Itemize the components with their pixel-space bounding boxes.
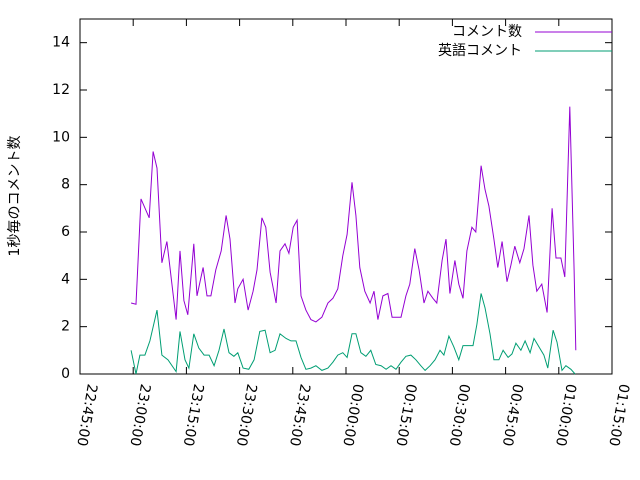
plot-border (79, 18, 613, 375)
y-tick-label: 0 (61, 366, 70, 382)
line-series (130, 106, 577, 351)
line-series (130, 293, 576, 375)
x-tick-label: 00:15:00 (392, 383, 419, 448)
x-tick-label: 23:30:00 (233, 383, 260, 448)
x-tick-label: 23:15:00 (180, 383, 207, 448)
y-tick-label: 4 (61, 271, 70, 287)
x-tick-label: 23:00:00 (126, 383, 153, 448)
x-tick-label: 00:45:00 (499, 383, 526, 448)
x-tick-label: 00:30:00 (446, 383, 473, 448)
x-tick-label: 00:00:00 (339, 383, 366, 448)
y-axis-label: 1秒毎のコメント数 (7, 136, 23, 257)
x-tick-label: 22:45:00 (73, 383, 100, 448)
legend-label: コメント数 (452, 24, 522, 40)
y-tick-label: 12 (52, 82, 70, 98)
legend-label: 英語コメント (438, 42, 522, 59)
y-tick-label: 14 (52, 35, 70, 51)
y-tick-label: 8 (61, 177, 70, 193)
x-tick-label: 01:15:00 (605, 383, 632, 448)
y-tick-label: 6 (61, 224, 70, 240)
x-tick-label: 23:45:00 (286, 383, 313, 448)
x-tick-label: 01:00:00 (552, 383, 579, 448)
y-tick-label: 2 (61, 319, 70, 335)
y-tick-label: 10 (52, 129, 70, 145)
